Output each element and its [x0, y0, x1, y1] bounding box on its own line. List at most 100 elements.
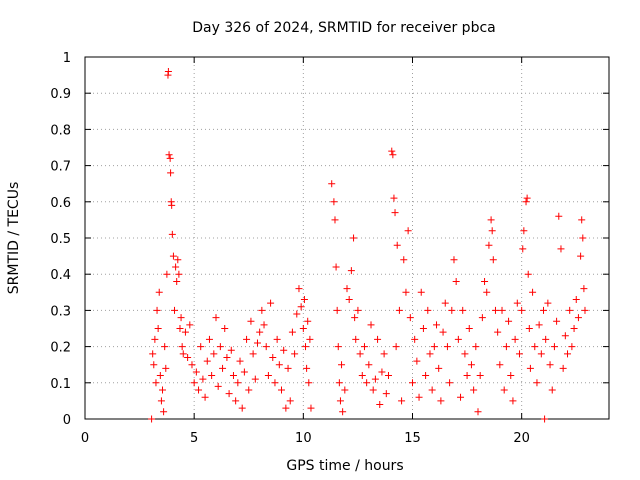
data-point — [365, 361, 373, 369]
data-point — [174, 256, 182, 264]
data-point — [433, 321, 441, 329]
data-point — [343, 285, 351, 293]
data-point — [173, 277, 181, 285]
data-point — [190, 379, 198, 387]
data-point — [548, 386, 556, 394]
data-point — [271, 379, 279, 387]
x-tick-label: 5 — [190, 431, 198, 446]
data-point — [400, 256, 408, 264]
data-point — [390, 194, 398, 202]
data-point — [488, 227, 496, 235]
data-point — [307, 404, 315, 412]
data-point — [376, 401, 384, 409]
data-point — [245, 386, 253, 394]
data-point — [214, 382, 222, 390]
chart-title: Day 326 of 2024, SRMTID for receiver pbc… — [192, 20, 495, 36]
data-point — [184, 353, 192, 361]
data-point — [520, 227, 528, 235]
data-point — [199, 375, 207, 383]
data-point — [526, 364, 534, 372]
data-point — [249, 350, 257, 358]
data-point — [524, 270, 532, 278]
data-point — [251, 375, 259, 383]
data-point — [496, 361, 504, 369]
data-point — [332, 263, 340, 271]
data-point — [181, 328, 189, 336]
data-point — [159, 386, 167, 394]
data-point — [419, 325, 427, 332]
data-point — [476, 372, 484, 380]
data-point — [157, 397, 165, 405]
data-point — [229, 372, 237, 380]
data-point — [409, 379, 416, 387]
data-point — [578, 216, 586, 224]
data-point — [192, 368, 200, 376]
data-point — [238, 404, 246, 412]
data-point — [225, 390, 233, 398]
data-point — [179, 350, 187, 358]
data-point — [568, 343, 576, 351]
axis-ticks — [84, 56, 609, 420]
data-point — [339, 408, 347, 416]
data-point — [177, 314, 185, 322]
data-point — [336, 397, 344, 405]
data-point — [160, 408, 168, 416]
y-tick-label: 0.4 — [50, 268, 71, 283]
data-point — [531, 343, 539, 351]
y-tick-label: 0.6 — [50, 196, 71, 211]
data-point — [216, 343, 224, 351]
data-point — [417, 288, 425, 296]
data-point — [389, 151, 397, 159]
data-point — [380, 350, 388, 358]
data-point — [286, 397, 294, 405]
data-point — [382, 390, 390, 398]
x-tick-label: 20 — [513, 431, 530, 446]
data-point — [459, 306, 467, 314]
data-point — [555, 212, 563, 220]
y-tick-label: 0 — [63, 413, 71, 428]
data-point — [334, 343, 342, 351]
data-point — [392, 343, 400, 351]
data-point — [264, 372, 272, 380]
y-tick-label: 0.9 — [50, 87, 71, 102]
data-point — [172, 263, 180, 271]
data-point — [388, 147, 396, 155]
data-point — [535, 321, 543, 329]
data-point — [371, 375, 379, 383]
data-point — [580, 285, 588, 293]
x-tick-label: 15 — [404, 431, 421, 446]
data-point — [428, 386, 436, 394]
data-point — [391, 209, 399, 217]
data-point — [291, 350, 299, 358]
data-point — [413, 357, 421, 365]
data-point — [258, 306, 266, 314]
data-point — [267, 299, 275, 307]
y-tick-label: 1 — [63, 51, 71, 66]
data-point — [333, 306, 341, 314]
data-point — [546, 361, 554, 369]
data-point — [269, 353, 277, 361]
data-point — [203, 357, 211, 365]
data-point — [169, 252, 177, 260]
data-point — [395, 306, 403, 314]
data-point — [541, 415, 549, 423]
data-point — [443, 343, 451, 351]
y-axis-tick-labels: 0 0.1 0.2 0.3 0.4 0.5 0.6 0.7 0.8 0.9 1 — [50, 51, 71, 428]
data-point — [581, 306, 589, 314]
y-axis-label: SRMTID / TECUs — [6, 182, 22, 295]
data-point — [212, 314, 220, 322]
data-point — [513, 299, 521, 307]
data-point — [197, 343, 205, 351]
data-point — [330, 198, 338, 206]
data-point — [525, 325, 533, 332]
data-point — [156, 372, 164, 380]
data-point — [236, 357, 244, 365]
data-point — [507, 372, 515, 380]
data-point — [550, 343, 558, 351]
data-point — [155, 288, 163, 296]
data-point — [463, 372, 471, 380]
data-point — [302, 343, 310, 351]
data-point — [564, 350, 572, 358]
data-point — [162, 364, 170, 372]
data-point — [243, 335, 251, 343]
